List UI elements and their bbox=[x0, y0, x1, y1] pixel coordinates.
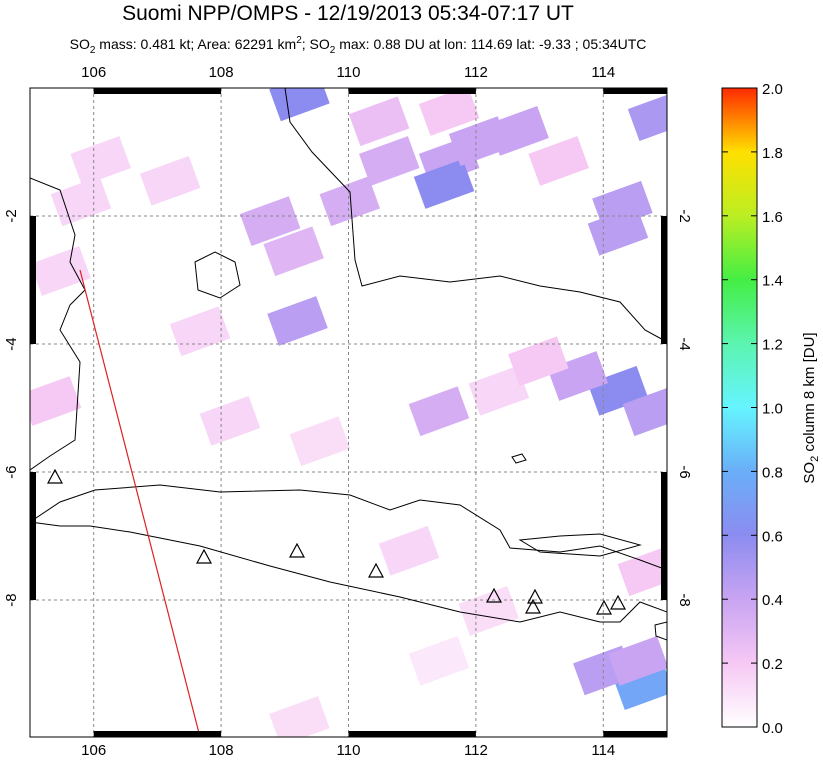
so2-pixel bbox=[608, 635, 667, 686]
subtitle: SO2 mass: 0.481 kt; Area: 62291 km2; SO2… bbox=[70, 35, 647, 56]
volcano bbox=[524, 598, 542, 614]
x-tick-label: 106 bbox=[81, 742, 106, 759]
y-tick-label: -2 bbox=[676, 209, 693, 222]
so2-pixel bbox=[617, 546, 667, 597]
volcano bbox=[595, 599, 613, 615]
y-tick-label: -6 bbox=[3, 465, 20, 478]
volcano bbox=[46, 468, 64, 484]
volcano bbox=[526, 588, 544, 604]
coastline bbox=[30, 177, 86, 471]
so2-pixel bbox=[488, 106, 549, 156]
y-tick-label: -6 bbox=[676, 465, 693, 478]
colorbar-tick-label: 1.2 bbox=[762, 337, 783, 354]
so2-pixel bbox=[413, 159, 475, 209]
so2-pixel bbox=[50, 176, 112, 227]
y-tick-label: -2 bbox=[3, 209, 20, 222]
coastline bbox=[511, 453, 527, 464]
so2-pixel bbox=[289, 416, 351, 467]
x-tick-label: 112 bbox=[464, 64, 488, 81]
so2-pixel bbox=[418, 88, 480, 136]
so2-pixel bbox=[199, 395, 261, 446]
subtitle-part: max: 0.88 DU at lon: 114.69 lat: -9.33 ;… bbox=[335, 36, 646, 52]
orbit-edge bbox=[79, 269, 201, 737]
colorbar-tick-label: 0.4 bbox=[762, 592, 783, 609]
volcano bbox=[288, 542, 306, 558]
so2-pixel bbox=[622, 386, 667, 437]
colorbar-label-part: column 8 km [DU] bbox=[801, 332, 818, 455]
colorbar-tick-label: 0.6 bbox=[762, 528, 783, 545]
so2-pixel bbox=[528, 136, 589, 186]
colorbar-tick-label: 0.8 bbox=[762, 464, 783, 481]
so2-pixel bbox=[592, 180, 653, 231]
coastline bbox=[518, 533, 642, 557]
so2-pixel bbox=[263, 226, 324, 277]
so2-pixel bbox=[408, 386, 470, 437]
title: Suomi NPP/OMPS - 12/19/2013 05:34-07:17 … bbox=[122, 2, 574, 25]
so2-pixel bbox=[30, 376, 82, 426]
so2-pixel bbox=[269, 88, 330, 122]
volcano bbox=[195, 548, 213, 564]
x-tick-label: 106 bbox=[81, 64, 106, 81]
volcanoes bbox=[46, 468, 627, 615]
coastlines bbox=[30, 88, 667, 737]
frame-blocks bbox=[30, 88, 667, 737]
x-tick-label: 110 bbox=[337, 742, 361, 759]
subtitle-part: 2 bbox=[296, 35, 302, 46]
so2-pixel bbox=[70, 136, 131, 186]
so2-pixel bbox=[139, 155, 201, 206]
so2-pixel bbox=[348, 96, 410, 147]
colorbar-tick-label: 1.8 bbox=[762, 145, 783, 162]
so2-pixel bbox=[627, 91, 667, 142]
x-tick-label: 108 bbox=[209, 64, 234, 81]
so2-pixel bbox=[269, 696, 330, 737]
x-tick-label: 114 bbox=[591, 742, 615, 759]
subtitle-part: ; SO bbox=[302, 36, 330, 52]
so2-pixels bbox=[30, 88, 667, 737]
so2-pixel bbox=[468, 365, 530, 416]
y-tick-label: -8 bbox=[3, 593, 20, 606]
coastline bbox=[654, 621, 667, 641]
colorbar-tick-label: 1.4 bbox=[762, 273, 783, 290]
colorbar-label-part: SO bbox=[801, 462, 818, 484]
coastline bbox=[30, 484, 667, 623]
so2-pixel bbox=[30, 246, 91, 296]
x-tick-label: 110 bbox=[337, 64, 361, 81]
coastline bbox=[194, 251, 241, 299]
volcano bbox=[609, 594, 627, 610]
graticule bbox=[30, 88, 667, 737]
colorbar-label: SO2 column 8 km [DU] bbox=[801, 332, 821, 483]
so2-pixel bbox=[239, 196, 301, 246]
so2-pixel bbox=[359, 136, 420, 186]
subtitle-part: mass: 0.481 kt; Area: 62291 km bbox=[95, 36, 296, 52]
colorbar-label-part: 2 bbox=[809, 456, 821, 462]
y-tick-label: -4 bbox=[3, 337, 20, 350]
x-tick-label: 112 bbox=[464, 742, 488, 759]
colorbar-tick-label: 0.2 bbox=[762, 656, 783, 673]
so2-pixel bbox=[267, 296, 328, 346]
volcano bbox=[367, 562, 385, 578]
subtitle-part: 2 bbox=[330, 45, 336, 56]
colorbar-tick-label: 1.0 bbox=[762, 401, 783, 418]
subtitle-part: 2 bbox=[90, 45, 96, 56]
x-tick-label: 108 bbox=[209, 742, 234, 759]
volcano bbox=[485, 587, 503, 603]
so2-pixel bbox=[319, 176, 381, 227]
coastline bbox=[284, 88, 667, 343]
so2-pixel bbox=[408, 635, 470, 686]
colorbar-tick-label: 1.6 bbox=[762, 209, 783, 226]
subtitle-part: SO bbox=[70, 36, 90, 52]
so2-pixel bbox=[169, 306, 231, 357]
colorbar-tick-label: 0.0 bbox=[762, 720, 783, 737]
x-tick-label: 114 bbox=[591, 64, 615, 81]
so2-pixel bbox=[508, 336, 569, 387]
so2-pixel bbox=[458, 586, 519, 636]
so2-pixel bbox=[378, 525, 440, 576]
colorbar-tick-label: 2.0 bbox=[762, 81, 783, 98]
y-tick-label: -8 bbox=[676, 593, 693, 606]
y-tick-label: -4 bbox=[676, 337, 693, 350]
